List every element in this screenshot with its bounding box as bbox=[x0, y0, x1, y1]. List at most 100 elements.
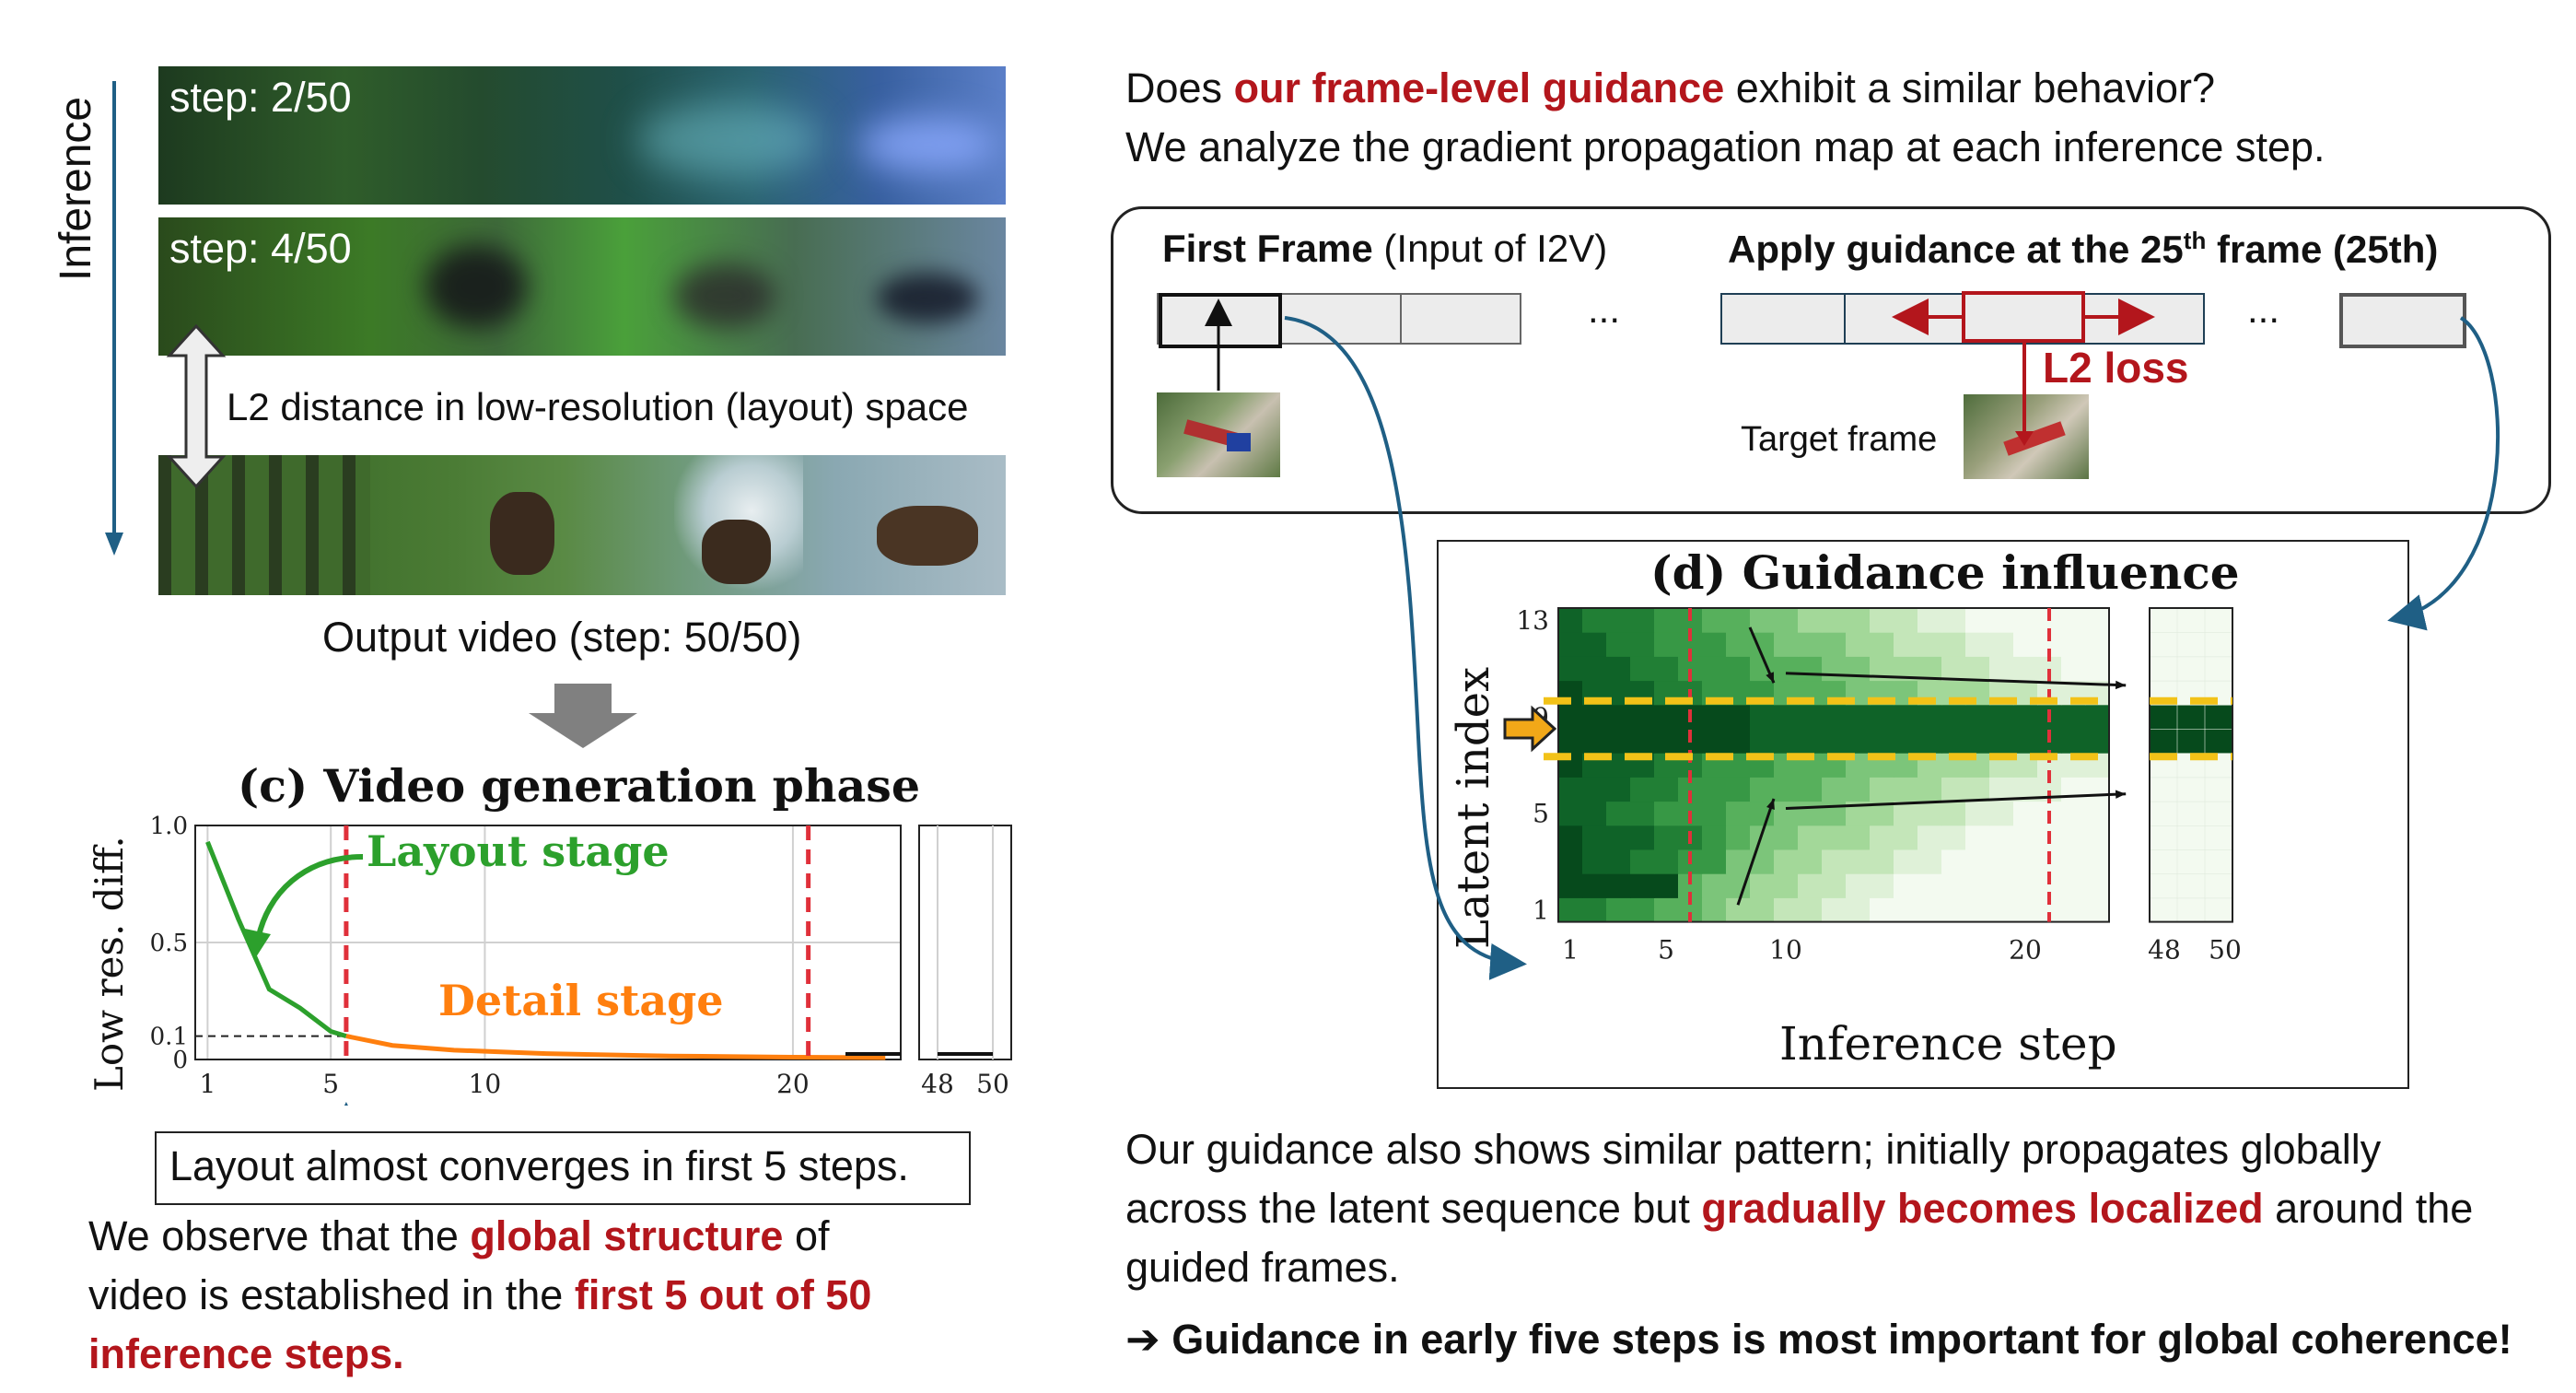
heatmap-cell bbox=[2085, 777, 2110, 802]
heatmap-cell bbox=[1798, 777, 1823, 802]
heatmap-cell bbox=[1941, 632, 1966, 657]
heatmap-cell bbox=[1702, 873, 1727, 898]
heatmap-cell bbox=[1726, 849, 1751, 874]
step2-frames: step: 2/50 bbox=[158, 66, 1006, 205]
x-tick-label: 48 bbox=[2148, 935, 2181, 966]
heatmap-cell bbox=[2085, 825, 2110, 850]
heatmap-cell bbox=[1870, 849, 1894, 874]
heatmap-cell bbox=[1726, 656, 1751, 682]
heatmap-cell bbox=[1702, 849, 1727, 874]
heatmap-cell bbox=[1846, 777, 1871, 802]
heatmap-frame bbox=[1437, 540, 2409, 1089]
x-tick-label: 50 bbox=[2209, 935, 2242, 966]
heatmap-cell bbox=[2149, 607, 2178, 634]
heatmap-cell bbox=[2085, 897, 2110, 923]
trend-arrow-top-head bbox=[2115, 680, 2127, 690]
heatmap-cell bbox=[1702, 729, 1727, 754]
heatmap-cell bbox=[1798, 825, 1823, 850]
trend-arrow-bottom bbox=[1785, 792, 2127, 810]
heatmap-cell bbox=[1558, 825, 1583, 850]
y-tick-label: 1 bbox=[1533, 896, 1549, 926]
heatmap-cell bbox=[1989, 608, 2014, 633]
heatmap-cell bbox=[2176, 825, 2206, 850]
heatmap-cell bbox=[1822, 777, 1847, 802]
heatmap-cell bbox=[1989, 801, 2014, 826]
heatmap-cell bbox=[1702, 632, 1727, 657]
heatmap-cell bbox=[1846, 897, 1871, 923]
heatmap-cell bbox=[1941, 849, 1966, 874]
heatmap-cell bbox=[1774, 873, 1799, 898]
first-frame-image bbox=[1157, 392, 1280, 477]
obs-highlight: global structure bbox=[470, 1212, 784, 1259]
heatmap-cell bbox=[1822, 873, 1847, 898]
q-text: Does bbox=[1125, 64, 1234, 111]
heatmap-cell bbox=[2176, 656, 2206, 682]
heatmap-cell bbox=[1894, 801, 1918, 826]
series-line-layout bbox=[205, 840, 347, 1038]
heatmap-cell bbox=[1702, 897, 1727, 923]
heatmap-cell bbox=[2176, 728, 2206, 755]
heatmap-cell bbox=[1846, 704, 1871, 730]
heatmap-cell bbox=[1702, 704, 1727, 730]
heatmap-cell bbox=[1989, 704, 2014, 730]
heatmap-cell bbox=[1894, 897, 1918, 923]
heatmap-cell bbox=[2176, 607, 2206, 634]
heatmap-cell bbox=[2176, 631, 2206, 658]
output-video-frames bbox=[158, 455, 1006, 595]
heatmap-cell bbox=[2085, 632, 2110, 657]
concl-text: across the latent sequence but bbox=[1125, 1185, 1702, 1232]
heatmap-cell bbox=[1798, 897, 1823, 923]
heatmap-cell bbox=[1941, 729, 1966, 754]
heatmap-cell bbox=[1917, 777, 1942, 802]
heatmap-cell bbox=[1654, 825, 1679, 850]
heatmap-cell bbox=[1606, 897, 1631, 923]
heatmap-cell bbox=[1606, 873, 1631, 898]
conclusion-line2: across the latent sequence but gradually… bbox=[1125, 1179, 2473, 1238]
heatmap-cell bbox=[2061, 897, 2086, 923]
x-tick-label: 48 bbox=[921, 1069, 954, 1099]
first-frame-rest: (Input of I2V) bbox=[1372, 227, 1608, 270]
heatmap-cell bbox=[1654, 801, 1679, 826]
heatmap-cell bbox=[1558, 801, 1583, 826]
heatmap-xlabel: Inference step bbox=[1779, 1017, 2117, 1071]
last-frame-curve bbox=[2387, 316, 2500, 631]
heatmap-cell bbox=[2013, 849, 2038, 874]
heatmap-cell bbox=[1726, 729, 1751, 754]
guidance-schematic-box bbox=[1111, 206, 2551, 514]
heatmap-cell bbox=[1582, 897, 1607, 923]
heatmap-cell bbox=[1654, 729, 1679, 754]
y-tick-label: 13 bbox=[1516, 605, 1549, 636]
x-tick-label: 1 bbox=[199, 1069, 216, 1099]
heatmap-cell bbox=[1917, 873, 1942, 898]
heatmap-cell bbox=[1822, 825, 1847, 850]
heatmap-cell bbox=[1558, 608, 1583, 633]
heatmap-cell bbox=[1654, 897, 1679, 923]
guided-band-arrow-icon bbox=[1503, 705, 1557, 753]
heatmap-cell bbox=[1702, 777, 1727, 802]
heatmap-cell bbox=[2085, 656, 2110, 682]
target-frame-label: Target frame bbox=[1741, 420, 1938, 459]
heatmap-cell bbox=[1606, 825, 1631, 850]
heatmap-cell bbox=[2204, 728, 2233, 755]
heatmap-cell bbox=[1774, 897, 1799, 923]
heatmap-cell bbox=[2013, 656, 2038, 682]
heatmap-cell bbox=[1989, 897, 2014, 923]
layout-stage-label: Layout stage bbox=[367, 826, 670, 876]
heatmap-cell bbox=[1606, 632, 1631, 657]
heatmap-cell bbox=[1917, 801, 1942, 826]
final-text: Guidance in early five steps is most imp… bbox=[1171, 1316, 2512, 1363]
heatmap-cell bbox=[1750, 729, 1775, 754]
heatmap-cell bbox=[1894, 849, 1918, 874]
heatmap-cell bbox=[1846, 849, 1871, 874]
heatmap-cell bbox=[1894, 704, 1918, 730]
heatmap-cell bbox=[1965, 801, 1990, 826]
x-tick-label: 20 bbox=[776, 1069, 810, 1099]
obs-highlight: first 5 out of 50 bbox=[574, 1271, 872, 1318]
x-tick-label: 1 bbox=[1562, 935, 1579, 966]
x-tick-label: 50 bbox=[976, 1069, 1009, 1099]
step5-pointer-head bbox=[344, 1102, 348, 1106]
heatmap-cell bbox=[1894, 825, 1918, 850]
heatmap-cell bbox=[2149, 872, 2178, 899]
heatmap-cell bbox=[1941, 873, 1966, 898]
